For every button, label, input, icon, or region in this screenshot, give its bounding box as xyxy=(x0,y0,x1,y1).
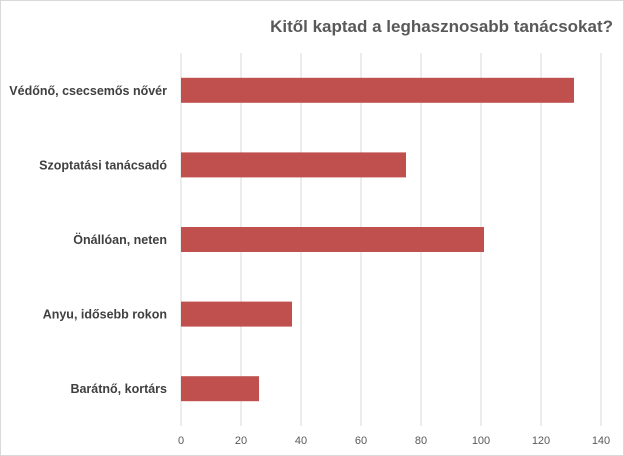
bars xyxy=(181,77,574,402)
x-tick-label: 100 xyxy=(472,435,490,447)
category-label: Szoptatási tanácsadó xyxy=(39,158,167,172)
bar xyxy=(181,227,484,252)
bar xyxy=(181,77,574,103)
x-tick-label: 40 xyxy=(295,435,307,447)
bar xyxy=(181,301,292,327)
x-tick-label: 0 xyxy=(178,435,184,447)
category-labels: Védőnő, csecsemős nővér Szoptatási tanács… xyxy=(9,84,167,396)
x-tick-label: 60 xyxy=(355,435,367,447)
category-label: Önállóan, neten xyxy=(73,232,167,247)
chart-title: Kitől kaptad a leghasznosabb tanácsokat? xyxy=(270,17,613,36)
category-label: Védőnő, csecsemős nővér xyxy=(9,84,167,98)
x-tick-label: 20 xyxy=(235,435,247,447)
category-label: Barátnő, kortárs xyxy=(70,382,167,396)
bar xyxy=(181,152,406,178)
x-tick-label: 80 xyxy=(415,435,427,447)
x-tick-label: 140 xyxy=(592,435,610,447)
x-tick-label: 120 xyxy=(532,435,550,447)
bar xyxy=(181,376,259,402)
category-label: Anyu, idősebb rokon xyxy=(43,308,167,322)
x-tick-labels: 0 20 40 60 80 100 120 140 xyxy=(178,435,610,447)
